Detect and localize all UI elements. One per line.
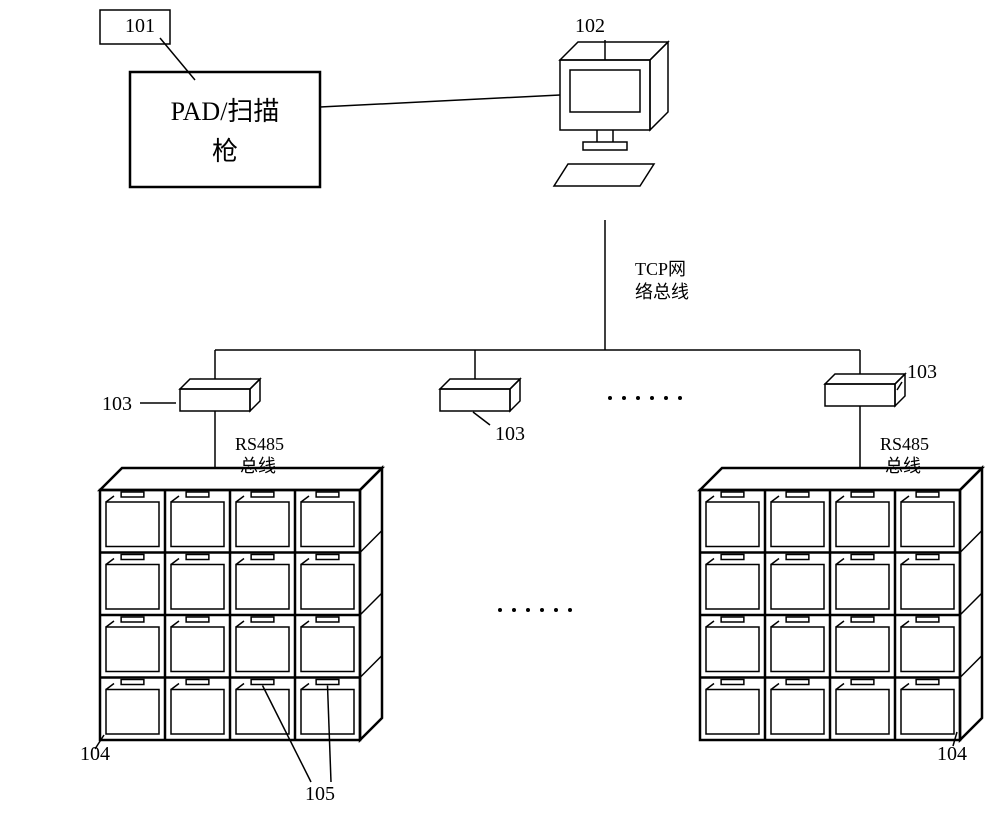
slot-tag <box>721 492 744 497</box>
controller-1 <box>180 379 260 411</box>
slot-tag <box>786 680 809 685</box>
slot-tag <box>186 680 209 685</box>
slot-tag <box>121 680 144 685</box>
slot-tag <box>251 492 274 497</box>
slot-tag <box>251 617 274 622</box>
slot-tag <box>916 492 939 497</box>
slot-tag <box>316 555 339 560</box>
slot-tag <box>851 492 874 497</box>
slot-tag <box>851 617 874 622</box>
svg-text:枪: 枪 <box>212 137 238 166</box>
shelf-left <box>100 468 382 740</box>
shelf-right <box>700 468 982 740</box>
slot-tag <box>721 555 744 560</box>
label-101: 101 <box>125 15 155 37</box>
controller-3 <box>825 374 905 406</box>
host-computer <box>554 42 668 186</box>
slot-tag <box>186 492 209 497</box>
slot-tag <box>121 492 144 497</box>
slot-tag <box>251 680 274 685</box>
slot-tag <box>786 492 809 497</box>
slot-tag <box>916 617 939 622</box>
slot-tag <box>786 555 809 560</box>
pad-scanner-box: PAD/扫描枪 <box>130 72 320 187</box>
svg-text:络总线: 络总线 <box>635 282 689 302</box>
svg-text:RS485: RS485 <box>235 434 284 454</box>
slot-tag <box>316 680 339 685</box>
slot-tag <box>186 555 209 560</box>
slot-tag <box>186 617 209 622</box>
slot-tag <box>851 555 874 560</box>
svg-text:TCP网: TCP网 <box>635 259 686 279</box>
svg-text:104: 104 <box>80 743 110 765</box>
svg-text:104: 104 <box>937 743 967 765</box>
slot-tag <box>721 680 744 685</box>
slot-tag <box>786 617 809 622</box>
slot-tag <box>316 617 339 622</box>
svg-text:总线: 总线 <box>885 456 921 476</box>
slot-tag <box>121 617 144 622</box>
svg-text:103: 103 <box>102 393 132 415</box>
slot-tag <box>721 617 744 622</box>
svg-text:RS485: RS485 <box>880 434 929 454</box>
controller-2 <box>440 379 520 411</box>
svg-text:103: 103 <box>907 361 937 383</box>
slot-tag <box>916 555 939 560</box>
svg-text:103: 103 <box>495 423 525 445</box>
slot-tag <box>251 555 274 560</box>
slot-tag <box>851 680 874 685</box>
slot-tag <box>916 680 939 685</box>
svg-text:PAD/扫描: PAD/扫描 <box>171 97 280 126</box>
slot-tag <box>316 492 339 497</box>
slot-tag <box>121 555 144 560</box>
label-102: 102 <box>575 15 605 37</box>
svg-text:总线: 总线 <box>240 456 276 476</box>
label-105: 105 <box>305 783 335 805</box>
